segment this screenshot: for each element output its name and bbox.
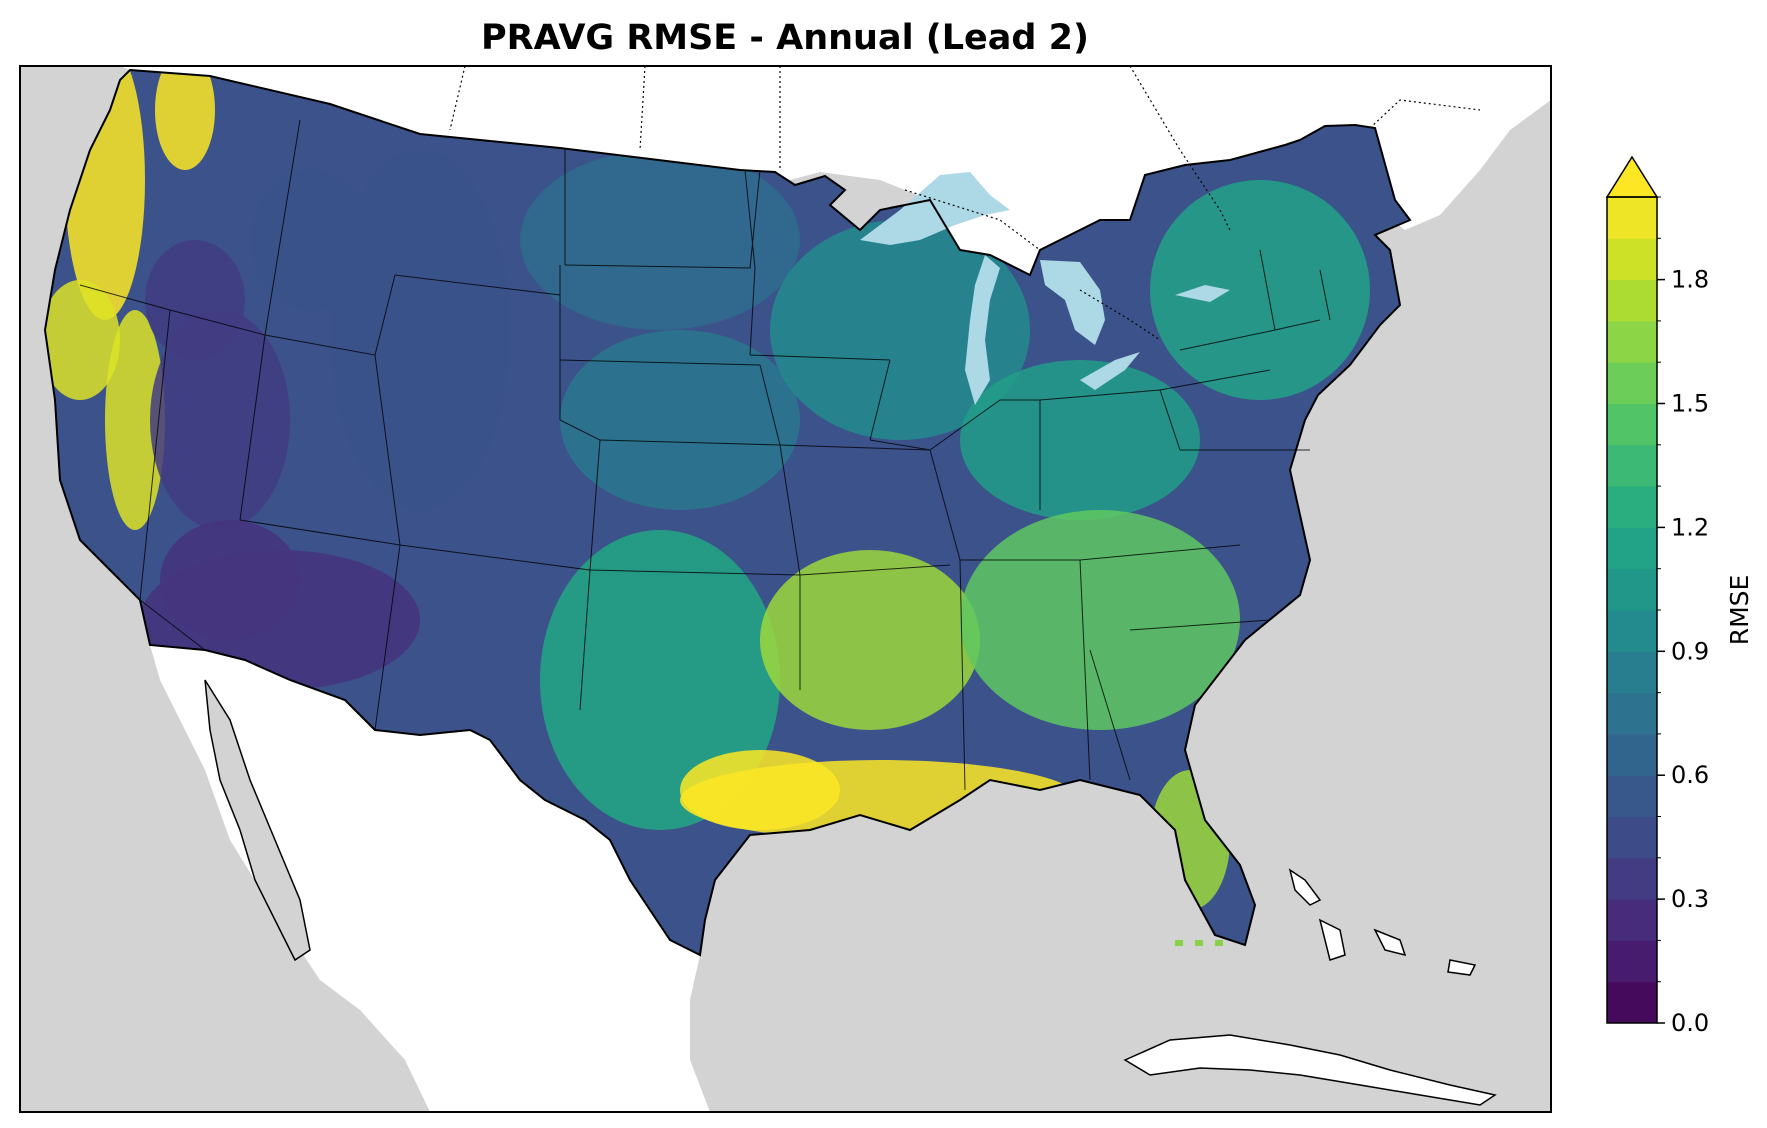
colorbar-ticks: 0.0 0.3 0.6 0.9 1.2 1.5 1.8 — [1657, 196, 1709, 1037]
colorbar-segment — [1607, 981, 1657, 1024]
heat-region — [160, 520, 300, 640]
colorbar-segment — [1607, 610, 1657, 652]
colorbar-segment — [1607, 527, 1657, 570]
lake-erie — [1080, 352, 1140, 390]
heat-region — [250, 170, 370, 310]
heat-region — [760, 550, 980, 730]
colorbar-tick-label: 0.6 — [1671, 761, 1709, 789]
colorbar-segment — [1607, 692, 1657, 735]
international-borders — [449, 65, 1481, 341]
heat-region — [770, 220, 1030, 440]
heat-region — [155, 70, 215, 170]
colorbar-segment — [1607, 733, 1657, 776]
state-boundaries — [79, 119, 1331, 791]
colorbar-segment — [1607, 857, 1657, 900]
colorbar-tick-label: 0.9 — [1671, 637, 1709, 665]
colorbar: 0.0 0.3 0.6 0.9 1.2 1.5 1.8 RMSE — [1605, 155, 1754, 1037]
colorbar-segments — [1607, 197, 1657, 1024]
colorbar-segment — [1607, 568, 1657, 611]
heat-region — [145, 240, 245, 360]
heat-region — [105, 310, 165, 530]
colorbar-segment — [1607, 403, 1657, 446]
colorbar-tick-label: 1.5 — [1671, 390, 1709, 418]
colorbar-segment — [1607, 362, 1657, 404]
colorbar-segment — [1607, 279, 1657, 322]
colorbar-segment — [1607, 940, 1657, 983]
canada-land — [20, 66, 1551, 330]
heat-region — [330, 150, 510, 510]
heat-region — [680, 750, 840, 830]
heat-region — [540, 530, 780, 830]
map-frame — [19, 65, 1552, 1113]
colorbar-extend-arrow — [1605, 155, 1659, 198]
florida-keys — [1175, 940, 1223, 946]
bahamas — [1288, 868, 1477, 976]
heat-region — [560, 330, 800, 510]
heat-region — [960, 510, 1240, 730]
cuba — [1123, 1034, 1497, 1106]
colorbar-segment — [1607, 197, 1657, 239]
colorbar-segment — [1607, 775, 1657, 817]
colorbar-tick-label: 1.2 — [1671, 513, 1709, 541]
mexico-land — [150, 645, 710, 1112]
colorbar-segment — [1607, 238, 1657, 281]
heat-region — [1150, 180, 1370, 400]
colorbar-segment — [1607, 816, 1657, 859]
colorbar-segment — [1607, 320, 1657, 363]
lake-michigan — [965, 255, 1000, 405]
colorbar-tick-label: 0.0 — [1671, 1009, 1709, 1037]
heat-region — [45, 280, 120, 400]
colorbar-segment — [1607, 651, 1657, 694]
heat-region — [150, 310, 290, 530]
lake-huron — [1040, 260, 1105, 345]
baja-california — [204, 679, 311, 962]
chart-title: PRAVG RMSE - Annual (Lead 2) — [481, 18, 1089, 58]
lake-ontario — [1175, 285, 1230, 302]
colorbar-tick-label: 0.3 — [1671, 885, 1709, 913]
heat-region — [960, 360, 1200, 520]
map-panel — [19, 65, 1552, 1113]
colorbar-segment — [1607, 486, 1657, 528]
colorbar-label: RMSE — [1725, 575, 1754, 646]
colorbar-segment — [1607, 444, 1657, 487]
colorbar-segment — [1607, 899, 1657, 941]
heat-region — [520, 150, 800, 330]
colorbar-tick-label: 1.8 — [1671, 266, 1709, 294]
